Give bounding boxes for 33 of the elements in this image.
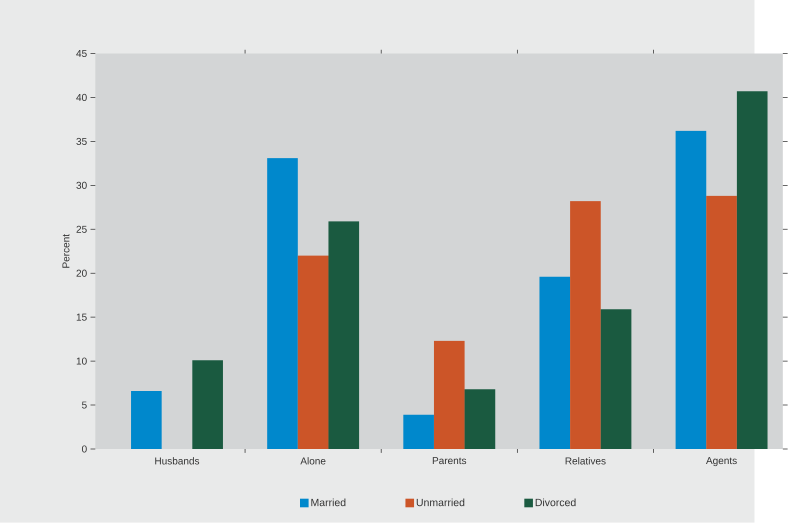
x-tick-label: Agents [706,457,737,466]
bar [298,256,328,450]
bar [434,340,465,450]
y-tick-label: 25 [76,226,87,233]
y-tick-label: 15 [76,314,87,321]
bar [539,276,570,450]
legend-label: Married [311,498,346,506]
y-tick-label: 40 [76,94,87,102]
x-tick-label: Parents [432,457,466,464]
y-tick-label: 20 [76,270,87,277]
y-tick-label: 35 [76,138,87,146]
bar [676,130,706,450]
x-tick-label: Alone [300,457,326,465]
bar [403,414,434,450]
y-tick-label: 10 [76,358,87,365]
bar [192,360,223,450]
x-tick-label: Relatives [566,457,606,465]
y-tick-label: 0 [82,446,87,453]
bar [706,196,737,450]
bar [464,389,496,450]
x-tick-label: Husbands [155,457,200,465]
y-tick-label: 5 [82,402,87,409]
bar [736,91,768,450]
bar [600,309,632,450]
legend-label: Unmarried [416,498,464,506]
bar [328,221,360,450]
legend-label: Divorced [536,498,576,506]
y-tick-label: 45 [76,50,87,58]
y-tick-label: 30 [76,182,87,189]
bar [570,201,601,450]
bar [267,158,298,450]
bar [131,391,162,450]
y-axis-title: Percent [62,234,70,268]
